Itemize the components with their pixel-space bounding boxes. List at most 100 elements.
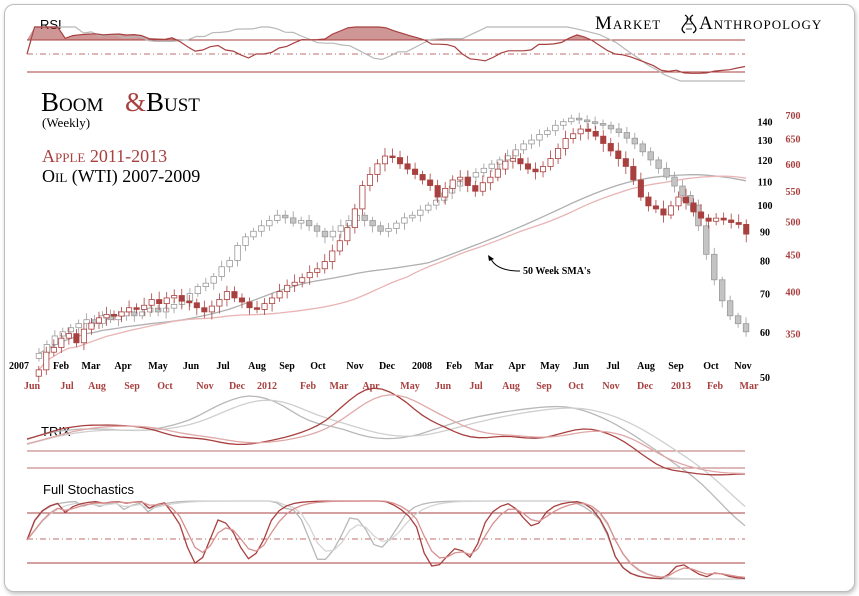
y-tick-apple-550: 550	[786, 187, 801, 198]
apple-candle-30	[261, 298, 268, 315]
apple-candle-35	[299, 273, 306, 288]
x-tick-apple-5: Nov	[196, 381, 213, 392]
apple-candle-13	[133, 303, 140, 314]
x-tick-oil-16: May	[540, 361, 559, 372]
stoch-apple-d	[26, 500, 746, 579]
oil-candle-49	[425, 202, 432, 214]
oil-candle-38	[337, 219, 345, 238]
apple-candle-39	[329, 244, 336, 270]
sma-lines	[38, 174, 747, 371]
oil-candle-67	[568, 114, 575, 125]
apple-candle-48	[396, 150, 404, 169]
x-axis-oil-dates: 2007 Feb Mar Apr May Jun Jul Aug Sep Oct Nov Dec 200…	[9, 361, 752, 372]
apple-candle-10	[110, 310, 118, 321]
x-tick-oil-10: Nov	[346, 361, 363, 372]
x-tick-apple-4: Oct	[157, 381, 173, 392]
oil-candle-50	[433, 197, 440, 210]
apple-candle-74	[592, 126, 599, 141]
oil-candle-42	[369, 216, 376, 233]
oil-candle-41	[361, 212, 368, 227]
oil-candle-20	[194, 283, 202, 297]
oil-candle-5	[75, 319, 82, 333]
y-tick-apple-350: 350	[786, 330, 801, 341]
apple-candle-72	[577, 124, 584, 141]
oil-candle-30	[274, 209, 281, 224]
title-bust: Bust	[146, 87, 200, 117]
x-tick-oil-19: Aug	[637, 361, 655, 372]
oil-candle-84	[703, 222, 710, 260]
oil-candle-87	[726, 295, 734, 321]
trix-oil-signal	[26, 399, 746, 507]
oil-candle-37	[329, 225, 337, 242]
apple-candle-29	[253, 300, 261, 314]
apple-candle-47	[389, 148, 396, 163]
oil-candle-72	[607, 121, 615, 134]
apple-candle-87	[690, 198, 697, 217]
apple-candle-58	[472, 181, 479, 197]
apple-candle-43	[359, 180, 366, 216]
sma-oil-line	[38, 174, 747, 354]
apple-candle-18	[171, 289, 178, 303]
oil-candle-55	[472, 168, 480, 183]
x-tick-apple-21: Mar	[740, 381, 759, 392]
brand-right-text: Anthropology	[699, 13, 822, 34]
oil-candle-24	[226, 256, 233, 273]
oil-candle-45	[393, 220, 400, 234]
x-tick-apple-1: Jul	[60, 381, 74, 392]
x-tick-oil-21: Oct	[703, 361, 719, 372]
oil-candle-81	[679, 180, 686, 202]
oil-candle-47	[409, 211, 416, 222]
oil-candle-23	[218, 260, 225, 281]
oil-candle-36	[321, 227, 329, 244]
apple-candle-42	[351, 203, 358, 234]
x-tick-oil-12: 2008	[412, 361, 432, 372]
apple-candle-67	[539, 161, 547, 178]
apple-candle-56	[457, 170, 464, 186]
title-boom: Boom	[41, 87, 103, 117]
apple-candle-22	[201, 300, 208, 319]
apple-candle-80	[637, 172, 644, 201]
y-tick-oil-60: 60	[760, 328, 770, 339]
oil-candle-89	[742, 317, 750, 337]
brand-left-text: Market	[595, 13, 661, 34]
x-tick-oil-6: Jul	[216, 361, 230, 372]
oil-candle-35	[313, 222, 321, 238]
y-tick-oil-120: 120	[758, 156, 773, 167]
apple-candle-31	[269, 293, 276, 312]
apple-candle-88	[698, 204, 705, 226]
oil-candle-44	[385, 222, 392, 238]
oil-candle-63	[536, 129, 543, 147]
y-tick-oil-80: 80	[760, 256, 770, 267]
apple-candle-77	[615, 142, 622, 167]
oil-candle-33	[297, 216, 305, 230]
oil-candle-69	[583, 115, 591, 128]
apple-candle-41	[344, 222, 351, 246]
rsi-overbought-fill	[27, 27, 745, 40]
y-tick-apple-650: 650	[786, 135, 801, 146]
oil-candle-73	[615, 123, 623, 138]
apple-candle-66	[532, 162, 539, 180]
oil-candle-62	[528, 134, 535, 149]
oil-candle-19	[186, 288, 194, 307]
apple-candle-21	[193, 298, 200, 316]
apple-candle-50	[412, 162, 419, 180]
oil-candle-68	[576, 112, 583, 125]
apple-candle-49	[404, 155, 411, 175]
y-tick-apple-700: 700	[786, 111, 801, 122]
apple-candle-36	[306, 265, 313, 285]
x-tick-apple-18: Dec	[637, 381, 654, 392]
apple-candle-68	[547, 150, 554, 171]
apple-candle-15	[148, 293, 155, 313]
x-tick-oil-8: Sep	[279, 361, 295, 372]
apple-candle-24	[216, 293, 223, 314]
x-tick-apple-11: May	[400, 381, 419, 392]
oil-candle-77	[647, 147, 654, 166]
apple-candle-9	[103, 306, 110, 326]
apple-candle-5	[73, 329, 80, 347]
apple-candle-59	[479, 175, 486, 196]
oil-candle-25	[234, 242, 241, 267]
oil-candle-46	[401, 212, 408, 230]
apple-candle-69	[555, 143, 562, 164]
y-tick-oil-100: 100	[758, 201, 773, 212]
x-tick-oil-7: Aug	[248, 361, 266, 372]
